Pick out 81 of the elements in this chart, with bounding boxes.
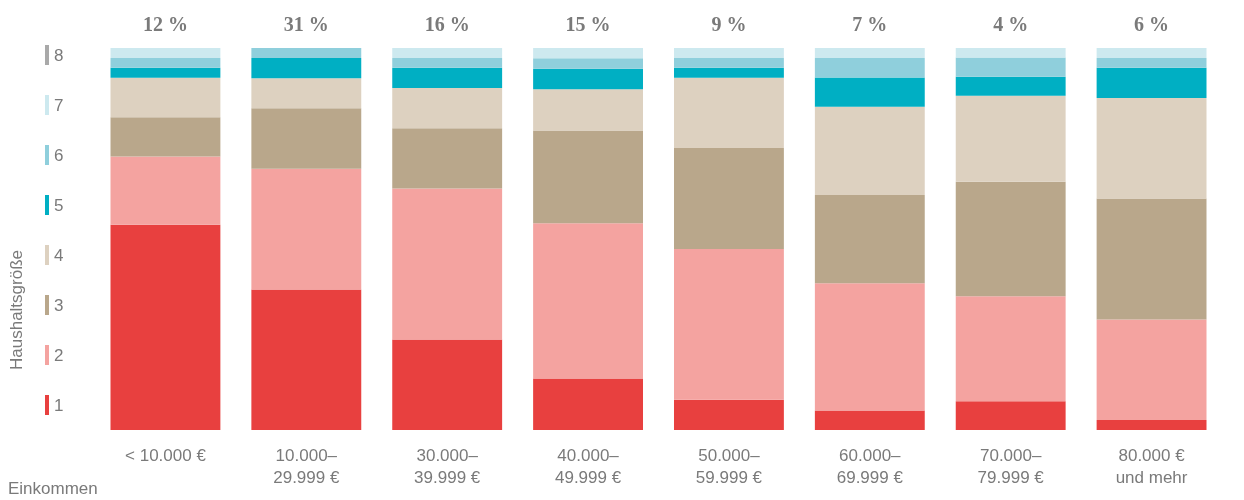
x-tick-label: 60.000– 69.999 € (836, 445, 904, 487)
bar (533, 68, 643, 90)
legend-label: 4 (54, 245, 64, 265)
text: 31 % (283, 13, 329, 35)
legend-label: 8 (54, 45, 64, 65)
bar (955, 181, 1066, 297)
bar (110, 117, 221, 157)
bar (814, 410, 925, 430)
x-tick-label: 70.000– 79.999 € (977, 445, 1045, 487)
x-tick-label: 30.000– 39.999 € (414, 445, 481, 487)
legend-label: 5 (54, 195, 64, 215)
text: 7 % (852, 13, 888, 35)
bar (1096, 420, 1207, 430)
bar (392, 339, 503, 430)
bar (674, 148, 784, 249)
bar (674, 67, 784, 78)
bar (814, 48, 925, 58)
bar (533, 223, 643, 379)
bar (110, 48, 221, 58)
legend-label: 7 (54, 95, 64, 115)
bar (392, 67, 503, 89)
bar (251, 108, 362, 169)
text: 6 % (1134, 13, 1170, 35)
x-axis-title: Einkommen (8, 479, 98, 498)
bar (533, 58, 643, 69)
bar (251, 48, 362, 58)
bar (955, 76, 1066, 96)
bar (674, 77, 784, 149)
x-tick-label: 40.000– 49.999 € (554, 445, 622, 487)
text: 15 % (565, 13, 611, 35)
bar (392, 48, 503, 58)
text: 4 % (993, 13, 1029, 35)
bar (533, 378, 643, 430)
bar (251, 57, 362, 79)
bar (1096, 67, 1207, 99)
x-tick-label: 80.000 € und mehr (1115, 445, 1188, 487)
bar (110, 67, 221, 78)
bar (814, 106, 925, 196)
legend-label: 3 (54, 295, 64, 315)
bar (814, 77, 925, 107)
bar (110, 156, 221, 225)
bar (955, 48, 1066, 58)
text: 16 % (424, 13, 470, 35)
bar (1096, 57, 1207, 68)
x-tick-label: < 10.000 € (125, 445, 207, 465)
bar (955, 401, 1066, 430)
bar (392, 128, 503, 189)
bar (251, 289, 362, 430)
bar (1096, 319, 1207, 421)
legend-label: 1 (54, 395, 64, 415)
bar (110, 224, 221, 430)
bar (1096, 48, 1207, 58)
x-tick-label: 10.000– 29.999 € (273, 445, 340, 487)
bar (814, 57, 925, 78)
bar (392, 88, 503, 129)
y-axis-title: Haushaltsgröße (7, 249, 26, 371)
bar (1096, 98, 1207, 199)
legend-label: 2 (54, 345, 64, 365)
bar (955, 95, 1066, 182)
bar (955, 296, 1066, 402)
bar (533, 48, 643, 59)
text: 9 % (711, 13, 747, 35)
bar (674, 57, 784, 68)
bar (251, 168, 362, 290)
bar (1096, 198, 1207, 320)
bar (674, 399, 784, 430)
bar (814, 195, 925, 284)
x-tick-label: 50.000– 59.999 € (695, 445, 763, 487)
legend-label: 6 (54, 145, 64, 165)
bar (392, 57, 503, 68)
bar (674, 248, 784, 400)
bar (533, 130, 643, 224)
bar (814, 283, 925, 411)
bar (251, 78, 362, 109)
bar (110, 57, 221, 68)
bar (110, 77, 221, 118)
text: 12 % (142, 13, 188, 35)
bar (955, 57, 1066, 77)
bar (674, 48, 784, 58)
bar (533, 89, 643, 131)
bar (392, 188, 503, 340)
